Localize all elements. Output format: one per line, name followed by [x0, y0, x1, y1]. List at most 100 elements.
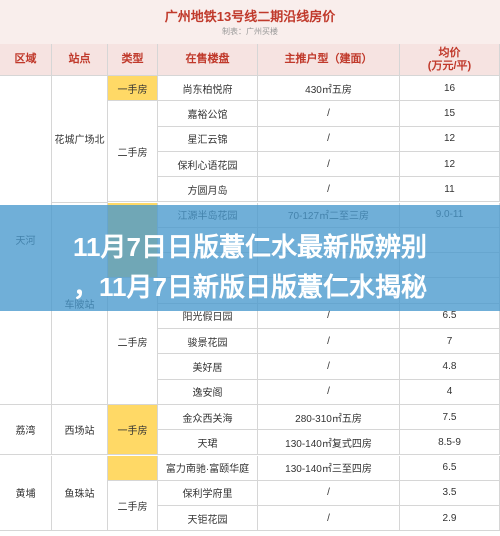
- price-cell-text: 11: [444, 183, 455, 195]
- station-cell: 鱼珠站: [52, 455, 108, 532]
- layout-cell-text: /: [327, 310, 330, 322]
- layout-cell: /: [258, 506, 400, 532]
- header-cell: 均价 (万元/平): [400, 44, 500, 76]
- banner: 11月7日日版薏仁水最新版辨别 ，11月7日新版日版薏仁水揭秘: [0, 205, 500, 311]
- estate-cell: 尚东柏悦府: [158, 76, 258, 102]
- price-cell: 2.9: [400, 506, 500, 532]
- layout-cell-text: /: [327, 107, 330, 119]
- estate-cell-text: 美好居: [192, 362, 223, 374]
- price-cell: 7: [400, 329, 500, 355]
- header-cell: 主推户型（建面）: [258, 44, 400, 76]
- type-cell: 二手房: [108, 480, 158, 532]
- layout-cell-text: /: [327, 158, 330, 170]
- price-cell-text: 8.5-9: [438, 436, 461, 448]
- estate-cell: 保利心语花园: [158, 151, 258, 178]
- layout-cell-text: /: [327, 386, 330, 398]
- price-cell-text: 12: [443, 158, 456, 170]
- header-cell-text: 主推户型（建面）: [284, 53, 373, 65]
- estate-cell: 保利学府里: [158, 480, 258, 507]
- station-cell: 西场站: [52, 404, 108, 456]
- estate-cell-text: 金众西关海: [182, 413, 233, 425]
- layout-cell-text: 430㎡五房: [305, 84, 352, 96]
- estate-cell-text: 嘉裕公馆: [187, 109, 228, 121]
- type-cell: 一手房: [108, 76, 158, 102]
- price-cell: 12: [400, 126, 500, 152]
- estate-cell-text: 尚东柏悦府: [182, 84, 233, 96]
- estate-cell-text: 星汇云锦: [187, 135, 228, 147]
- layout-cell: /: [258, 480, 400, 507]
- price-cell-text: 12: [443, 133, 456, 145]
- layout-cell: /: [258, 151, 400, 178]
- title: 广州地铁13号线二期沿线房价: [164, 9, 336, 24]
- header-cell-text: 在售楼盘: [185, 53, 230, 65]
- title-bar: 广州地铁13号线二期沿线房价 制表：广州买楼: [0, 0, 500, 45]
- header-cell-text: 站点: [68, 53, 91, 65]
- price-cell-text: 7.5: [442, 411, 457, 423]
- estate-cell-text: 阳光假日园: [182, 312, 233, 324]
- district-cell-text: 黄埔: [15, 489, 36, 501]
- header-cell: 类型: [108, 44, 158, 76]
- type-cell: 二手房: [108, 101, 158, 203]
- type-cell: 一手房: [108, 404, 158, 456]
- layout-cell-text: 130-140㎡复式四房: [285, 438, 372, 450]
- estate-cell: 星汇云锦: [158, 126, 258, 152]
- layout-cell-text: /: [327, 183, 330, 195]
- layout-cell: /: [258, 329, 400, 355]
- layout-cell-text: 280-310㎡五房: [295, 413, 362, 425]
- layout-cell-text: /: [327, 487, 330, 499]
- estate-cell: 逸安阁: [158, 379, 258, 405]
- header-cell: 站点: [52, 44, 108, 76]
- price-cell: 16: [400, 76, 500, 102]
- estate-cell: 美好居: [158, 354, 258, 380]
- price-cell-text: 16: [443, 82, 456, 94]
- station-cell-text: 鱼珠站: [64, 489, 95, 501]
- estate-cell: 嘉裕公馆: [158, 101, 258, 127]
- layout-cell: /: [258, 379, 400, 405]
- estate-cell-text: 天珺: [197, 438, 218, 450]
- price-cell: 12: [400, 151, 500, 178]
- estate-cell: 骏景花园: [158, 329, 258, 355]
- price-cell-text: 15: [443, 107, 456, 119]
- layout-cell-text: /: [327, 360, 330, 372]
- estate-cell-text: 保利心语花园: [177, 160, 238, 172]
- layout-cell-text: /: [327, 133, 330, 145]
- type-cell-text: 一手房: [117, 426, 148, 438]
- layout-cell: /: [258, 177, 400, 203]
- price-cell-text: 6.5: [442, 462, 457, 474]
- header-cell-text: 类型: [121, 53, 144, 65]
- layout-cell: 130-140㎡三至四房: [258, 455, 400, 481]
- type-cell-text: 二手房: [117, 502, 148, 514]
- type-cell-text: 一手房: [117, 84, 148, 96]
- layout-cell: 130-140㎡复式四房: [258, 430, 400, 456]
- estate-cell-text: 逸安阁: [192, 388, 223, 400]
- estate-cell: 天钜花园: [158, 506, 258, 532]
- estate-cell-text: 保利学府里: [182, 489, 233, 501]
- estate-cell-text: 天钜花园: [187, 514, 228, 526]
- price-cell: 7.5: [400, 404, 500, 431]
- subtitle: 制表：广州买楼: [222, 27, 278, 36]
- banner-line: 11月7日日版薏仁水最新版辨别: [73, 232, 427, 262]
- layout-cell-text: /: [327, 512, 330, 524]
- estate-cell-text: 骏景花园: [187, 337, 228, 349]
- price-cell: 8.5-9: [400, 430, 500, 456]
- estate-cell-text: 富力南驰·富颐华庭: [165, 464, 250, 476]
- type-cell-text: 二手房: [117, 147, 148, 159]
- type-cell-text: 二手房: [117, 337, 148, 349]
- estate-cell: 阳光假日园: [158, 303, 258, 329]
- price-cell-text: 3.5: [442, 487, 457, 499]
- price-cell-text: 4.8: [442, 360, 457, 372]
- station-cell-text: 西场站: [64, 426, 95, 438]
- price-cell: 3.5: [400, 480, 500, 507]
- estate-cell-text: 方圆月岛: [187, 185, 228, 197]
- district-cell: 荔湾: [0, 404, 52, 456]
- district-cell-text: 荔湾: [15, 426, 36, 438]
- banner-line: ，11月7日新版日版薏仁水揭秘: [73, 272, 427, 302]
- header-cell-text: 均价 (万元/平): [427, 46, 472, 72]
- price-cell: 11: [400, 177, 500, 203]
- layout-cell: /: [258, 126, 400, 152]
- price-cell-text: 2.9: [442, 512, 457, 524]
- layout-cell: /: [258, 354, 400, 380]
- price-cell: 4: [400, 379, 500, 405]
- header-cell: 在售楼盘: [158, 44, 258, 76]
